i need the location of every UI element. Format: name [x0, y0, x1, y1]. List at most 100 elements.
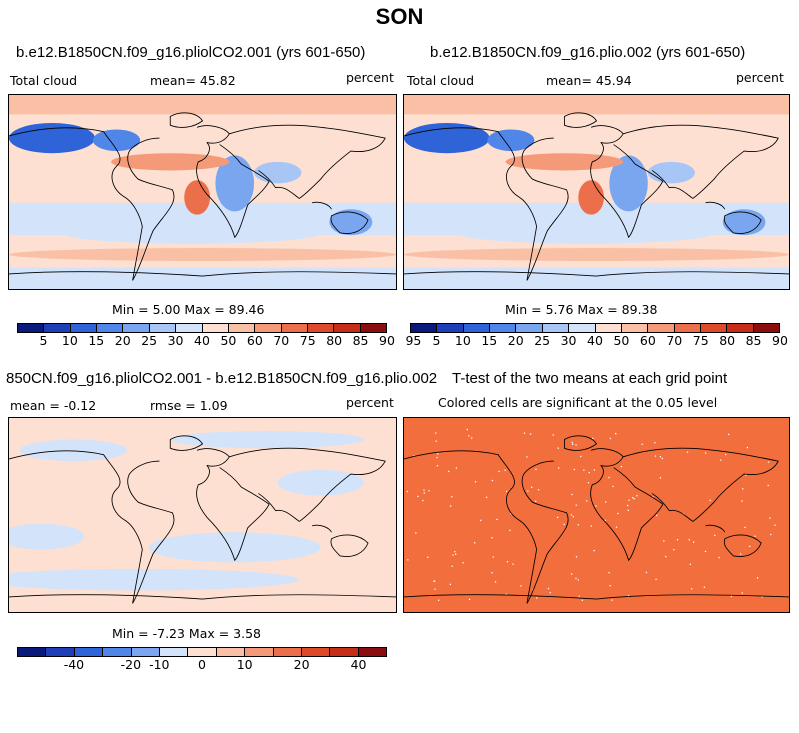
colorbar-swatch: [176, 324, 203, 332]
colorbar-tick-label: 5: [432, 333, 441, 348]
panel-2-minmax: Min = 5.76 Max = 89.38: [505, 302, 658, 317]
panel-3-rmse-label: rmse = 1.09: [150, 398, 228, 413]
panel-1-title: b.e12.B1850CN.f09_g16.pliolCO2.001 (yrs …: [16, 44, 366, 61]
colorbar-tick-label: 70: [666, 333, 683, 348]
colorbar-tick-label: 70: [273, 333, 290, 348]
colorbar-tick-label: -40: [63, 657, 85, 672]
colorbar-swatch: [307, 324, 335, 332]
panel-1-units-label: percent: [346, 70, 394, 85]
colorbar-swatch: [516, 324, 543, 332]
colorbar-swatch: [149, 324, 177, 332]
difference-map: [9, 418, 396, 612]
colorbar-swatch: [123, 324, 150, 332]
colorbar-tick-label: 85: [352, 333, 369, 348]
panel-1-variable-label: Total cloud: [10, 73, 78, 88]
colorbar-tick-label: 15: [88, 333, 105, 348]
colorbar-swatch: [159, 648, 189, 656]
colorbar-swatch: [74, 648, 104, 656]
colorbar-tick-label: 80: [719, 333, 736, 348]
colorbar-tick-label: 0: [198, 657, 206, 672]
colorbar-swatch: [46, 648, 75, 656]
cloud-map-2: [404, 95, 789, 289]
colorbar-swatch: [18, 324, 45, 332]
panel-2-title: b.e12.B1850CN.f09_g16.plio.002 (yrs 601-…: [430, 44, 746, 61]
colorbar-tick-label: 75: [692, 333, 709, 348]
colorbar-tick-label: 40: [350, 657, 367, 672]
colorbar-tick-label: 20: [114, 333, 131, 348]
colorbar-swatches: [17, 323, 387, 333]
panel-3-minmax: Min = -7.23 Max = 3.58: [112, 626, 262, 641]
colorbar-swatch: [727, 324, 754, 332]
colorbar-tick-label: 80: [326, 333, 343, 348]
panel-2-units-label: percent: [736, 70, 784, 85]
colorbar-tick-label: -10: [149, 657, 170, 672]
colorbar-swatch: [301, 648, 331, 656]
colorbar-swatch: [131, 648, 160, 656]
colorbar-tick-label: -20: [120, 657, 142, 672]
panel-3-map: [8, 417, 397, 613]
colorbar-tick-label: 10: [454, 333, 471, 348]
colorbar-tick-label: 25: [141, 333, 158, 348]
cloud-map-1: [9, 95, 396, 289]
panel-3-mean-label: mean = -0.12: [10, 398, 97, 413]
colorbar-swatch: [411, 324, 438, 332]
colorbar-swatch: [595, 324, 622, 332]
colorbar-tick-label: 20: [507, 333, 524, 348]
colorbar-swatch: [281, 324, 308, 332]
colorbar-swatch: [44, 324, 71, 332]
panel-2-mean-label: mean= 45.94: [546, 73, 632, 88]
colorbar-tick-label: 90: [379, 333, 395, 348]
panel-2-map: [403, 94, 790, 290]
panel-4-map: [403, 417, 790, 613]
colorbar-tick-label: 30: [167, 333, 184, 348]
colorbar-tick-label: 25: [534, 333, 551, 348]
colorbar-tick-label: 95: [405, 333, 422, 348]
colorbar-swatch: [334, 324, 361, 332]
colorbar-tick-labels: -40 -20 -10 0 10 20 40: [17, 657, 387, 673]
colorbar-swatch: [621, 324, 649, 332]
colorbar-tick-label: 60: [639, 333, 656, 348]
season-title: SON: [375, 4, 424, 29]
colorbar-swatch: [245, 648, 274, 656]
colorbar-swatch: [700, 324, 728, 332]
colorbar-swatch: [273, 648, 302, 656]
panel-4-title: T-test of the two means at each grid poi…: [452, 370, 728, 387]
colorbar-tick-label: 20: [293, 657, 310, 672]
colorbar-tick-label: 40: [194, 333, 210, 348]
colorbar-swatch: [255, 324, 282, 332]
colorbar-tick-label: 15: [481, 333, 498, 348]
colorbar-swatch: [216, 648, 246, 656]
panel-1-map: [8, 94, 397, 290]
colorbar-tick-label: 5: [39, 333, 48, 348]
colorbar-swatch: [648, 324, 675, 332]
colorbar-swatch: [753, 324, 780, 332]
colorbar-swatches: [410, 323, 780, 333]
colorbar-swatch: [202, 324, 229, 332]
colorbar-swatch: [358, 648, 387, 656]
colorbar-tick-label: 60: [246, 333, 263, 348]
colorbar-swatch: [188, 648, 217, 656]
colorbar-tick-label: 40: [587, 333, 603, 348]
colorbar-swatch: [97, 324, 124, 332]
colorbar-swatch: [103, 648, 132, 656]
colorbar-swatches: [17, 647, 387, 657]
colorbar-tick-label: 50: [613, 333, 630, 348]
colorbar-swatch: [437, 324, 464, 332]
colorbar-swatch: [330, 648, 359, 656]
panel-4-subtitle: Colored cells are significant at the 0.0…: [438, 395, 718, 410]
colorbar-tick-label: 10: [236, 657, 253, 672]
colorbar-swatch: [360, 324, 387, 332]
colorbar-tick-label: 75: [299, 333, 316, 348]
panel-1-colorbar: 5 10 15 20 25 30 40 50 60 70 75 80 85 90 95: [17, 323, 421, 349]
colorbar-tick-label: 30: [560, 333, 577, 348]
colorbar-tick-label: 50: [220, 333, 237, 348]
panel-3-colorbar: -40 -20 -10 0 10 20 40: [17, 647, 387, 673]
colorbar-swatch: [463, 324, 491, 332]
panel-2-variable-label: Total cloud: [407, 73, 475, 88]
colorbar-swatch: [70, 324, 98, 332]
colorbar-swatch: [542, 324, 570, 332]
colorbar-swatch: [228, 324, 256, 332]
